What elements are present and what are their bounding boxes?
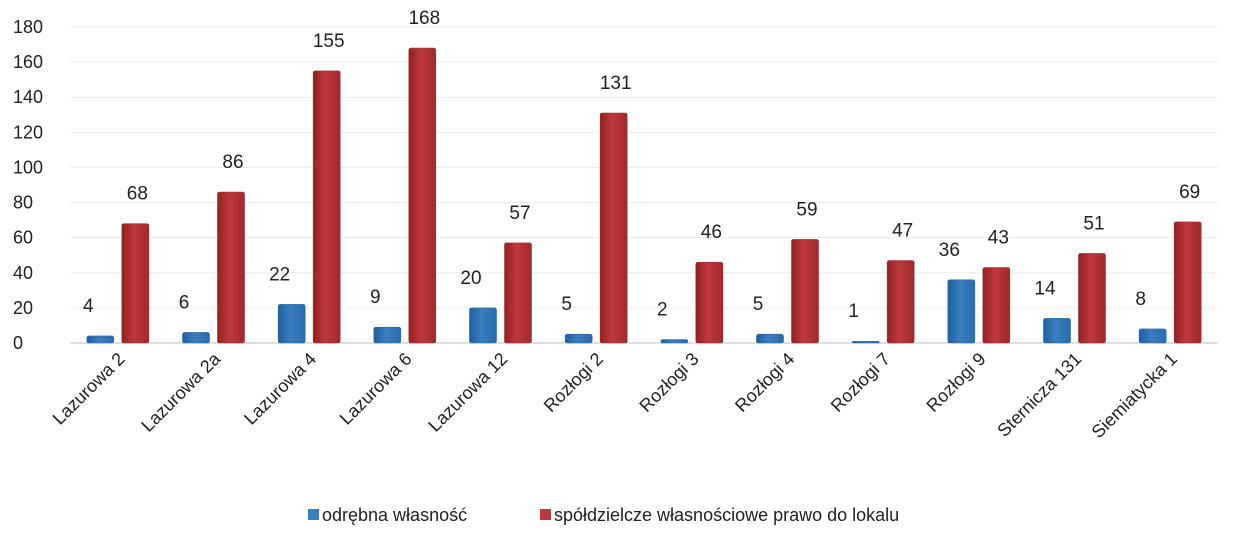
- data-label: 57: [509, 203, 530, 224]
- bar-spoldzielcze: [1173, 221, 1202, 344]
- data-label: 2: [657, 299, 668, 320]
- bar-odrebna: [851, 340, 880, 344]
- bar-odrebna: [182, 332, 210, 344]
- x-category-label: Siemiatycka 1: [1088, 349, 1181, 442]
- bar-odrebna: [947, 279, 976, 344]
- data-label: 6: [179, 292, 190, 313]
- bar-spoldzielcze: [599, 112, 628, 344]
- legend-swatch-spoldzielcze: [540, 509, 551, 520]
- data-label: 8: [1135, 289, 1146, 310]
- y-tick-label: 160: [13, 52, 43, 72]
- data-label: 51: [1083, 213, 1104, 234]
- y-tick-label: 40: [13, 263, 33, 283]
- y-tick-label: 140: [13, 87, 43, 107]
- x-category-label: Rozłogi 9: [922, 349, 989, 416]
- x-category-label: Rozłogi 7: [827, 349, 894, 416]
- data-label: 20: [460, 268, 481, 289]
- legend-label: spółdzielcze własnościowe prawo do lokal…: [554, 505, 899, 525]
- y-tick-label: 20: [13, 298, 33, 318]
- bar-spoldzielcze: [886, 260, 915, 344]
- y-tick-label: 0: [13, 333, 23, 353]
- data-label: 22: [269, 264, 290, 285]
- legend: odrębna własność spółdzielcze własnościow…: [308, 505, 899, 525]
- x-category-label: Rozłogi 4: [731, 349, 798, 416]
- bar-odrebna: [660, 339, 689, 344]
- data-label: 68: [127, 184, 148, 205]
- data-label: 36: [939, 240, 960, 261]
- bar-spoldzielcze: [312, 70, 341, 344]
- bar-spoldzielcze: [217, 191, 245, 344]
- data-label: 4: [83, 296, 94, 317]
- legend-swatch-odrebna: [308, 509, 319, 520]
- data-label: 1: [848, 301, 859, 322]
- bar-spoldzielcze: [504, 242, 532, 344]
- bar-odrebna: [564, 333, 593, 344]
- bar-spoldzielcze: [982, 267, 1011, 344]
- x-category-label: Rozłogi 2: [540, 349, 607, 416]
- bars: [86, 47, 1202, 344]
- x-category-label: Lazurowa 12: [424, 349, 511, 436]
- bar-spoldzielcze: [1078, 253, 1106, 344]
- bar-odrebna: [86, 335, 115, 344]
- x-axis-categories: Lazurowa 2 Lazurowa 2a Lazurowa 4 Lazurowa …: [49, 348, 1181, 442]
- x-category-label: Sternicza 131: [993, 349, 1085, 441]
- data-label: 46: [701, 222, 722, 243]
- bar-odrebna: [1138, 328, 1167, 344]
- data-label: 9: [370, 287, 381, 308]
- data-label: 43: [988, 228, 1009, 249]
- bar-odrebna: [469, 307, 497, 344]
- bar-spoldzielcze: [408, 47, 437, 344]
- bar-odrebna: [756, 333, 784, 344]
- bar-odrebna: [277, 304, 306, 344]
- bar-spoldzielcze: [121, 223, 150, 344]
- x-category-label: Lazurowa 6: [336, 349, 416, 429]
- bar-odrebna: [373, 326, 402, 344]
- data-label: 168: [408, 8, 440, 29]
- x-category-label: Lazurowa 2: [49, 349, 129, 429]
- data-label: 155: [313, 31, 345, 52]
- data-label: 59: [796, 199, 817, 220]
- data-label: 14: [1034, 278, 1056, 299]
- data-labels: 4 68 6 86 22 155 9 168 20 57 5 131 2 46 5 59 1 47 36 43 14 51…: [83, 8, 1200, 322]
- x-category-label: Lazurowa 4: [240, 349, 320, 429]
- bar-spoldzielcze: [791, 239, 819, 344]
- y-tick-label: 120: [13, 122, 43, 142]
- y-tick-label: 80: [13, 193, 33, 213]
- x-category-label: Rozłogi 3: [635, 349, 702, 416]
- y-tick-label: 180: [13, 17, 43, 37]
- data-label: 86: [222, 152, 243, 173]
- legend-label: odrębna własność: [322, 505, 467, 525]
- data-label: 5: [753, 294, 764, 315]
- bar-odrebna: [1043, 318, 1071, 344]
- gridlines: [70, 26, 1218, 344]
- data-label: 69: [1179, 182, 1200, 203]
- data-label: 5: [561, 294, 572, 315]
- y-tick-label: 100: [13, 157, 43, 177]
- data-label: 47: [892, 220, 913, 241]
- y-tick-label: 60: [13, 228, 33, 248]
- x-category-label: Lazurowa 2a: [137, 348, 225, 436]
- data-label: 131: [600, 73, 632, 94]
- y-axis-ticks: 0 20 40 60 80 100 120 140 160 180: [13, 17, 43, 353]
- bar-spoldzielcze: [695, 261, 724, 344]
